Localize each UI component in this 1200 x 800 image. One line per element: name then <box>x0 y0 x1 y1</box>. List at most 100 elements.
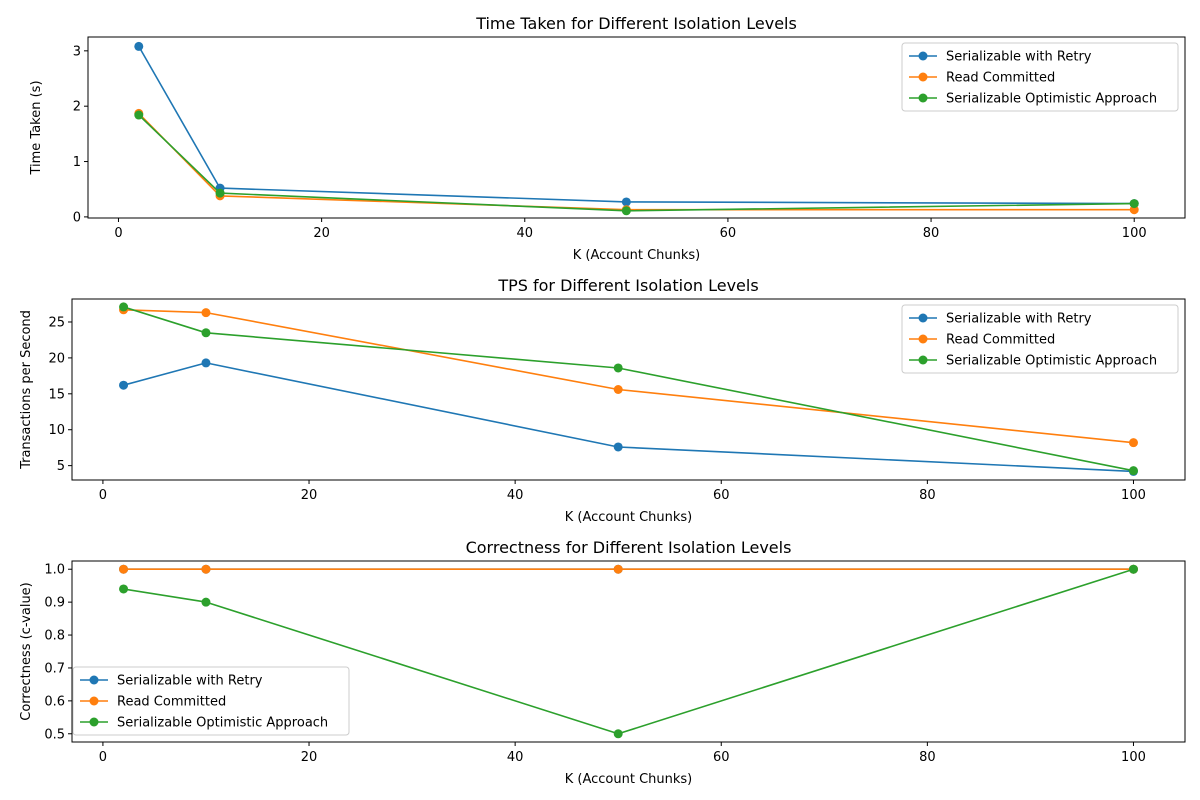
x-tick-label: 80 <box>919 488 936 503</box>
axes-frame <box>71 298 1186 481</box>
x-tick-label: 40 <box>507 750 524 765</box>
legend-label: Serializable Optimistic Approach <box>117 716 328 731</box>
legend: Serializable with Retry Read Committed Ser… <box>901 42 1179 112</box>
series-line-1 <box>138 46 1135 205</box>
x-tick-label: 100 <box>1121 750 1146 765</box>
legend-label: Read Committed <box>117 695 226 710</box>
y-tick-label: 3 <box>73 44 81 59</box>
series-line-1 <box>123 362 1134 473</box>
y-tick-label: 0.7 <box>44 661 65 676</box>
y-axis-label: Correctness (c-value) <box>19 582 34 721</box>
y-tick-label: 0.5 <box>44 727 65 742</box>
data-point <box>215 188 225 198</box>
legend-marker <box>918 93 928 103</box>
y-tick-label: 25 <box>48 315 65 330</box>
data-point <box>621 197 631 207</box>
legend-label: Serializable with Retry <box>946 312 1092 327</box>
y-tick-label: 20 <box>48 351 65 366</box>
x-tick-label: 40 <box>516 226 533 241</box>
data-point <box>134 41 144 51</box>
y-tick-label: 0 <box>73 210 81 225</box>
chart-panel-3: Correctness for Different Isolation Leve… <box>19 538 1186 787</box>
legend-marker <box>89 696 99 706</box>
legend-label: Serializable with Retry <box>946 50 1092 65</box>
axes-frame <box>71 560 1186 743</box>
y-tick-label: 0.8 <box>44 629 65 644</box>
legend: Serializable with Retry Read Committed Ser… <box>72 666 350 736</box>
legend-marker <box>918 51 928 61</box>
axes-frame <box>87 36 1186 219</box>
legend: Serializable with Retry Read Committed Ser… <box>901 304 1179 374</box>
chart-title: Correctness for Different Isolation Leve… <box>466 538 792 557</box>
x-tick-label: 0 <box>99 750 107 765</box>
x-axis-label: K (Account Chunks) <box>573 248 701 263</box>
legend-marker <box>89 717 99 727</box>
data-point <box>621 206 631 216</box>
legend-box <box>72 666 350 736</box>
legend-box <box>901 304 1179 374</box>
x-axis-label: K (Account Chunks) <box>565 772 693 787</box>
legend-marker <box>918 313 928 323</box>
legend-box <box>901 42 1179 112</box>
legend-label: Read Committed <box>946 71 1055 86</box>
x-tick-label: 60 <box>713 750 730 765</box>
x-axis-label: K (Account Chunks) <box>565 510 693 525</box>
y-tick-label: 0.9 <box>44 596 65 611</box>
data-point <box>1128 438 1138 448</box>
x-tick-label: 20 <box>301 750 318 765</box>
y-tick-label: 2 <box>73 100 81 115</box>
chart-panel-1: Time Taken for Different Isolation Level… <box>29 14 1186 263</box>
legend-label: Serializable Optimistic Approach <box>946 92 1157 107</box>
x-tick-label: 80 <box>919 750 936 765</box>
data-point <box>119 380 129 390</box>
x-tick-label: 20 <box>301 488 318 503</box>
data-point <box>1129 199 1139 209</box>
y-tick-label: 15 <box>48 387 65 402</box>
chart-panel-2: TPS for Different Isolation Levels 0 20 40 6… <box>19 276 1186 525</box>
data-point <box>201 358 211 368</box>
x-tick-label: 0 <box>114 226 122 241</box>
legend-marker <box>918 355 928 365</box>
y-tick-label: 1.0 <box>44 563 65 578</box>
data-point <box>613 729 623 739</box>
x-tick-label: 0 <box>99 488 107 503</box>
chart-title: TPS for Different Isolation Levels <box>497 276 758 295</box>
y-tick-label: 1 <box>73 155 81 170</box>
x-tick-label: 100 <box>1121 488 1146 503</box>
legend-marker <box>918 72 928 82</box>
data-point <box>119 564 129 574</box>
y-axis-label: Transactions per Second <box>19 310 34 470</box>
y-tick-label: 5 <box>57 459 65 474</box>
data-point <box>613 363 623 373</box>
data-point <box>134 110 144 120</box>
data-point <box>613 442 623 452</box>
legend-label: Serializable with Retry <box>117 674 263 689</box>
legend-marker <box>918 334 928 344</box>
data-point <box>201 308 211 318</box>
x-tick-label: 60 <box>720 226 737 241</box>
x-tick-label: 20 <box>313 226 330 241</box>
x-tick-label: 80 <box>923 226 940 241</box>
series-line-3 <box>123 568 1134 735</box>
data-point <box>119 584 129 594</box>
chart-title: Time Taken for Different Isolation Level… <box>475 14 797 33</box>
legend-label: Serializable Optimistic Approach <box>946 354 1157 369</box>
data-point <box>119 302 129 312</box>
series-line-3 <box>123 306 1134 472</box>
y-tick-label: 10 <box>48 423 65 438</box>
data-point <box>613 564 623 574</box>
data-point <box>1128 564 1138 574</box>
data-point <box>613 385 623 394</box>
y-axis-label: Time Taken (s) <box>29 80 44 175</box>
data-point <box>201 328 211 338</box>
x-tick-label: 60 <box>713 488 730 503</box>
legend-marker <box>89 675 99 685</box>
series-line-3 <box>138 114 1135 212</box>
data-point <box>201 597 211 607</box>
x-tick-label: 40 <box>507 488 524 503</box>
x-tick-label: 100 <box>1122 226 1147 241</box>
legend-label: Read Committed <box>946 333 1055 348</box>
y-tick-label: 0.6 <box>44 694 65 709</box>
data-point <box>1128 466 1138 476</box>
